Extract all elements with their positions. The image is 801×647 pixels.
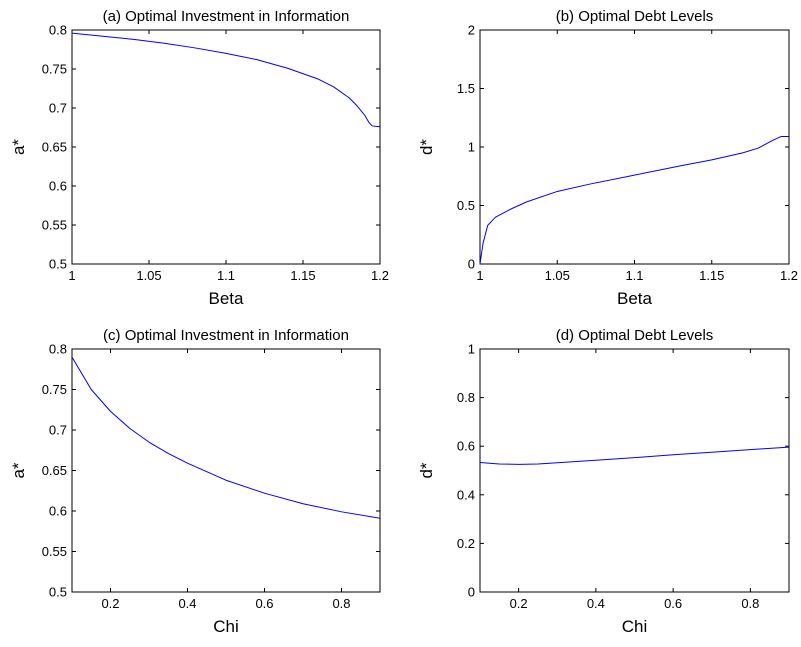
x-tick-label-a: 1.15 [290,268,315,283]
x-tick-label-b: 1 [476,268,483,283]
y-tick-label-a: 0.65 [42,140,67,155]
x-axis-label-b: Beta [617,289,653,308]
y-tick-label-c: 0.55 [42,544,67,559]
y-tick-label-c: 0.7 [49,423,67,438]
x-axis-label-a: Beta [209,289,245,308]
x-tick-label-c: 0.2 [101,596,119,611]
x-tick-label-b: 1.2 [780,268,798,283]
x-tick-label-d: 0.4 [587,596,605,611]
x-axis-label-d: Chi [622,617,648,636]
panel-a: 1 1.05 1.1 1.15 1.2 0.5 0.55 0.6 0.65 0.7 0.75 0.8 (… [9,8,389,308]
series-line-a [71,32,381,128]
y-axis-label-d: d* [417,462,436,478]
y-tick-label-d: 1 [468,342,475,357]
x-tick-label-d: 0.2 [510,596,528,611]
y-tick-label-c: 0.75 [42,382,67,397]
x-tick-label-b: 1.1 [625,268,643,283]
y-tick-label-d: 0.4 [457,487,475,502]
y-tick-label-b: 2 [468,23,475,38]
x-tick-label-b: 1.05 [545,268,570,283]
plot-frame-a [71,29,381,265]
panel-d: 0.2 0.4 0.6 0.8 0 0.2 0.4 0.6 0.8 1 (d) Optimal De… [417,327,790,636]
x-tick-label-a: 1 [68,268,75,283]
y-tick-label-c: 0.5 [49,585,67,600]
x-tick-label-a: 1.2 [371,268,389,283]
y-tick-label-b: 0 [468,257,475,272]
y-axis-label-c: a* [9,462,28,478]
y-tick-label-d: 0.8 [457,390,475,405]
plot-frame-d [479,348,790,593]
x-tick-label-a: 1.1 [217,268,235,283]
y-tick-label-d: 0.6 [457,439,475,454]
y-tick-label-b: 1 [468,140,475,155]
y-tick-label-a: 0.8 [49,23,67,38]
x-tick-label-d: 0.6 [664,596,682,611]
y-tick-label-a: 0.5 [49,257,67,272]
y-axis-label-b: d* [417,139,436,155]
y-tick-label-b: 0.5 [457,198,475,213]
x-axis-label-c: Chi [213,617,239,636]
y-tick-label-d: 0.2 [457,536,475,551]
panel-c: 0.2 0.4 0.6 0.8 0.5 0.55 0.6 0.65 0.7 0.75 0.8 (c) … [9,327,381,636]
series-line-c [71,356,381,519]
y-tick-label-a: 0.6 [49,179,67,194]
chart-title-a: (a) Optimal Investment in Information [103,8,350,25]
series-line-b [479,135,789,265]
series-line-d [479,446,790,465]
y-tick-label-a: 0.55 [42,218,67,233]
x-tick-label-d: 0.8 [741,596,759,611]
y-tick-label-a: 0.7 [49,101,67,116]
chart-title-d: (d) Optimal Debt Levels [556,327,714,344]
y-tick-label-d: 0 [468,585,475,600]
y-axis-label-a: a* [9,139,28,155]
y-tick-label-c: 0.65 [42,463,67,478]
y-tick-label-c: 0.6 [49,504,67,519]
plot-frame-c [71,348,381,593]
y-tick-label-b: 1.5 [457,81,475,96]
x-tick-label-b: 1.15 [699,268,724,283]
y-tick-label-a: 0.75 [42,62,67,77]
x-tick-label-a: 1.05 [136,268,161,283]
x-tick-label-c: 0.6 [255,596,273,611]
panel-b: 1 1.05 1.1 1.15 1.2 0 0.5 1 1.5 2 (b) Optimal Debt… [417,8,798,308]
chart-title-c: (c) Optimal Investment in Information [103,327,349,344]
plot-frame-b [479,29,790,265]
y-tick-label-c: 0.8 [49,342,67,357]
x-tick-label-c: 0.8 [332,596,350,611]
chart-title-b: (b) Optimal Debt Levels [556,8,714,25]
x-tick-label-c: 0.4 [178,596,196,611]
